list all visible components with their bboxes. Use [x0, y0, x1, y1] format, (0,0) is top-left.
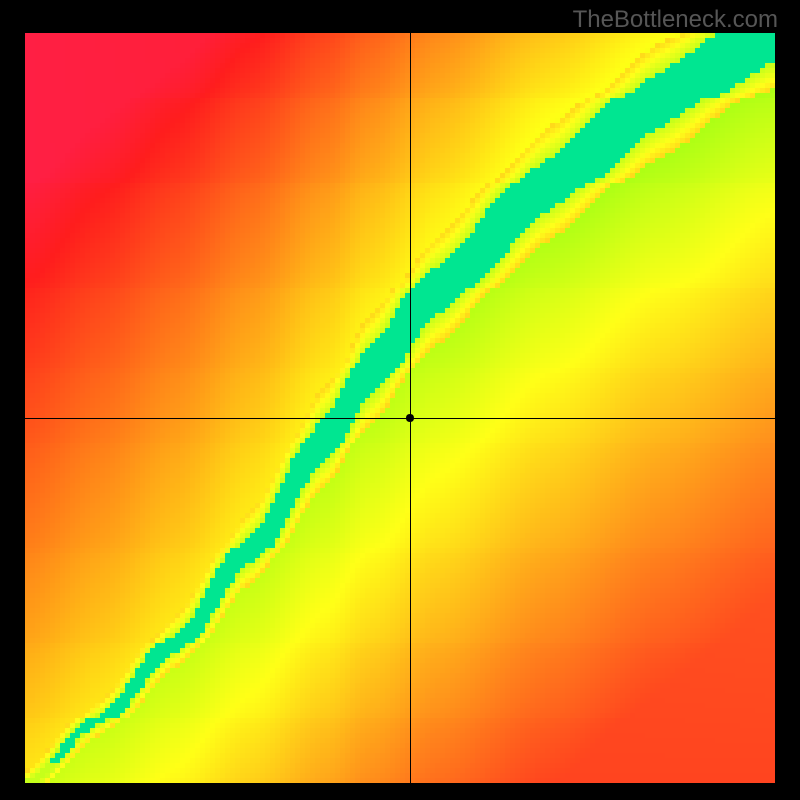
watermark-text: TheBottleneck.com [573, 6, 778, 34]
chart-container: TheBottleneck.com [0, 0, 800, 800]
bottleneck-heatmap [0, 0, 800, 800]
